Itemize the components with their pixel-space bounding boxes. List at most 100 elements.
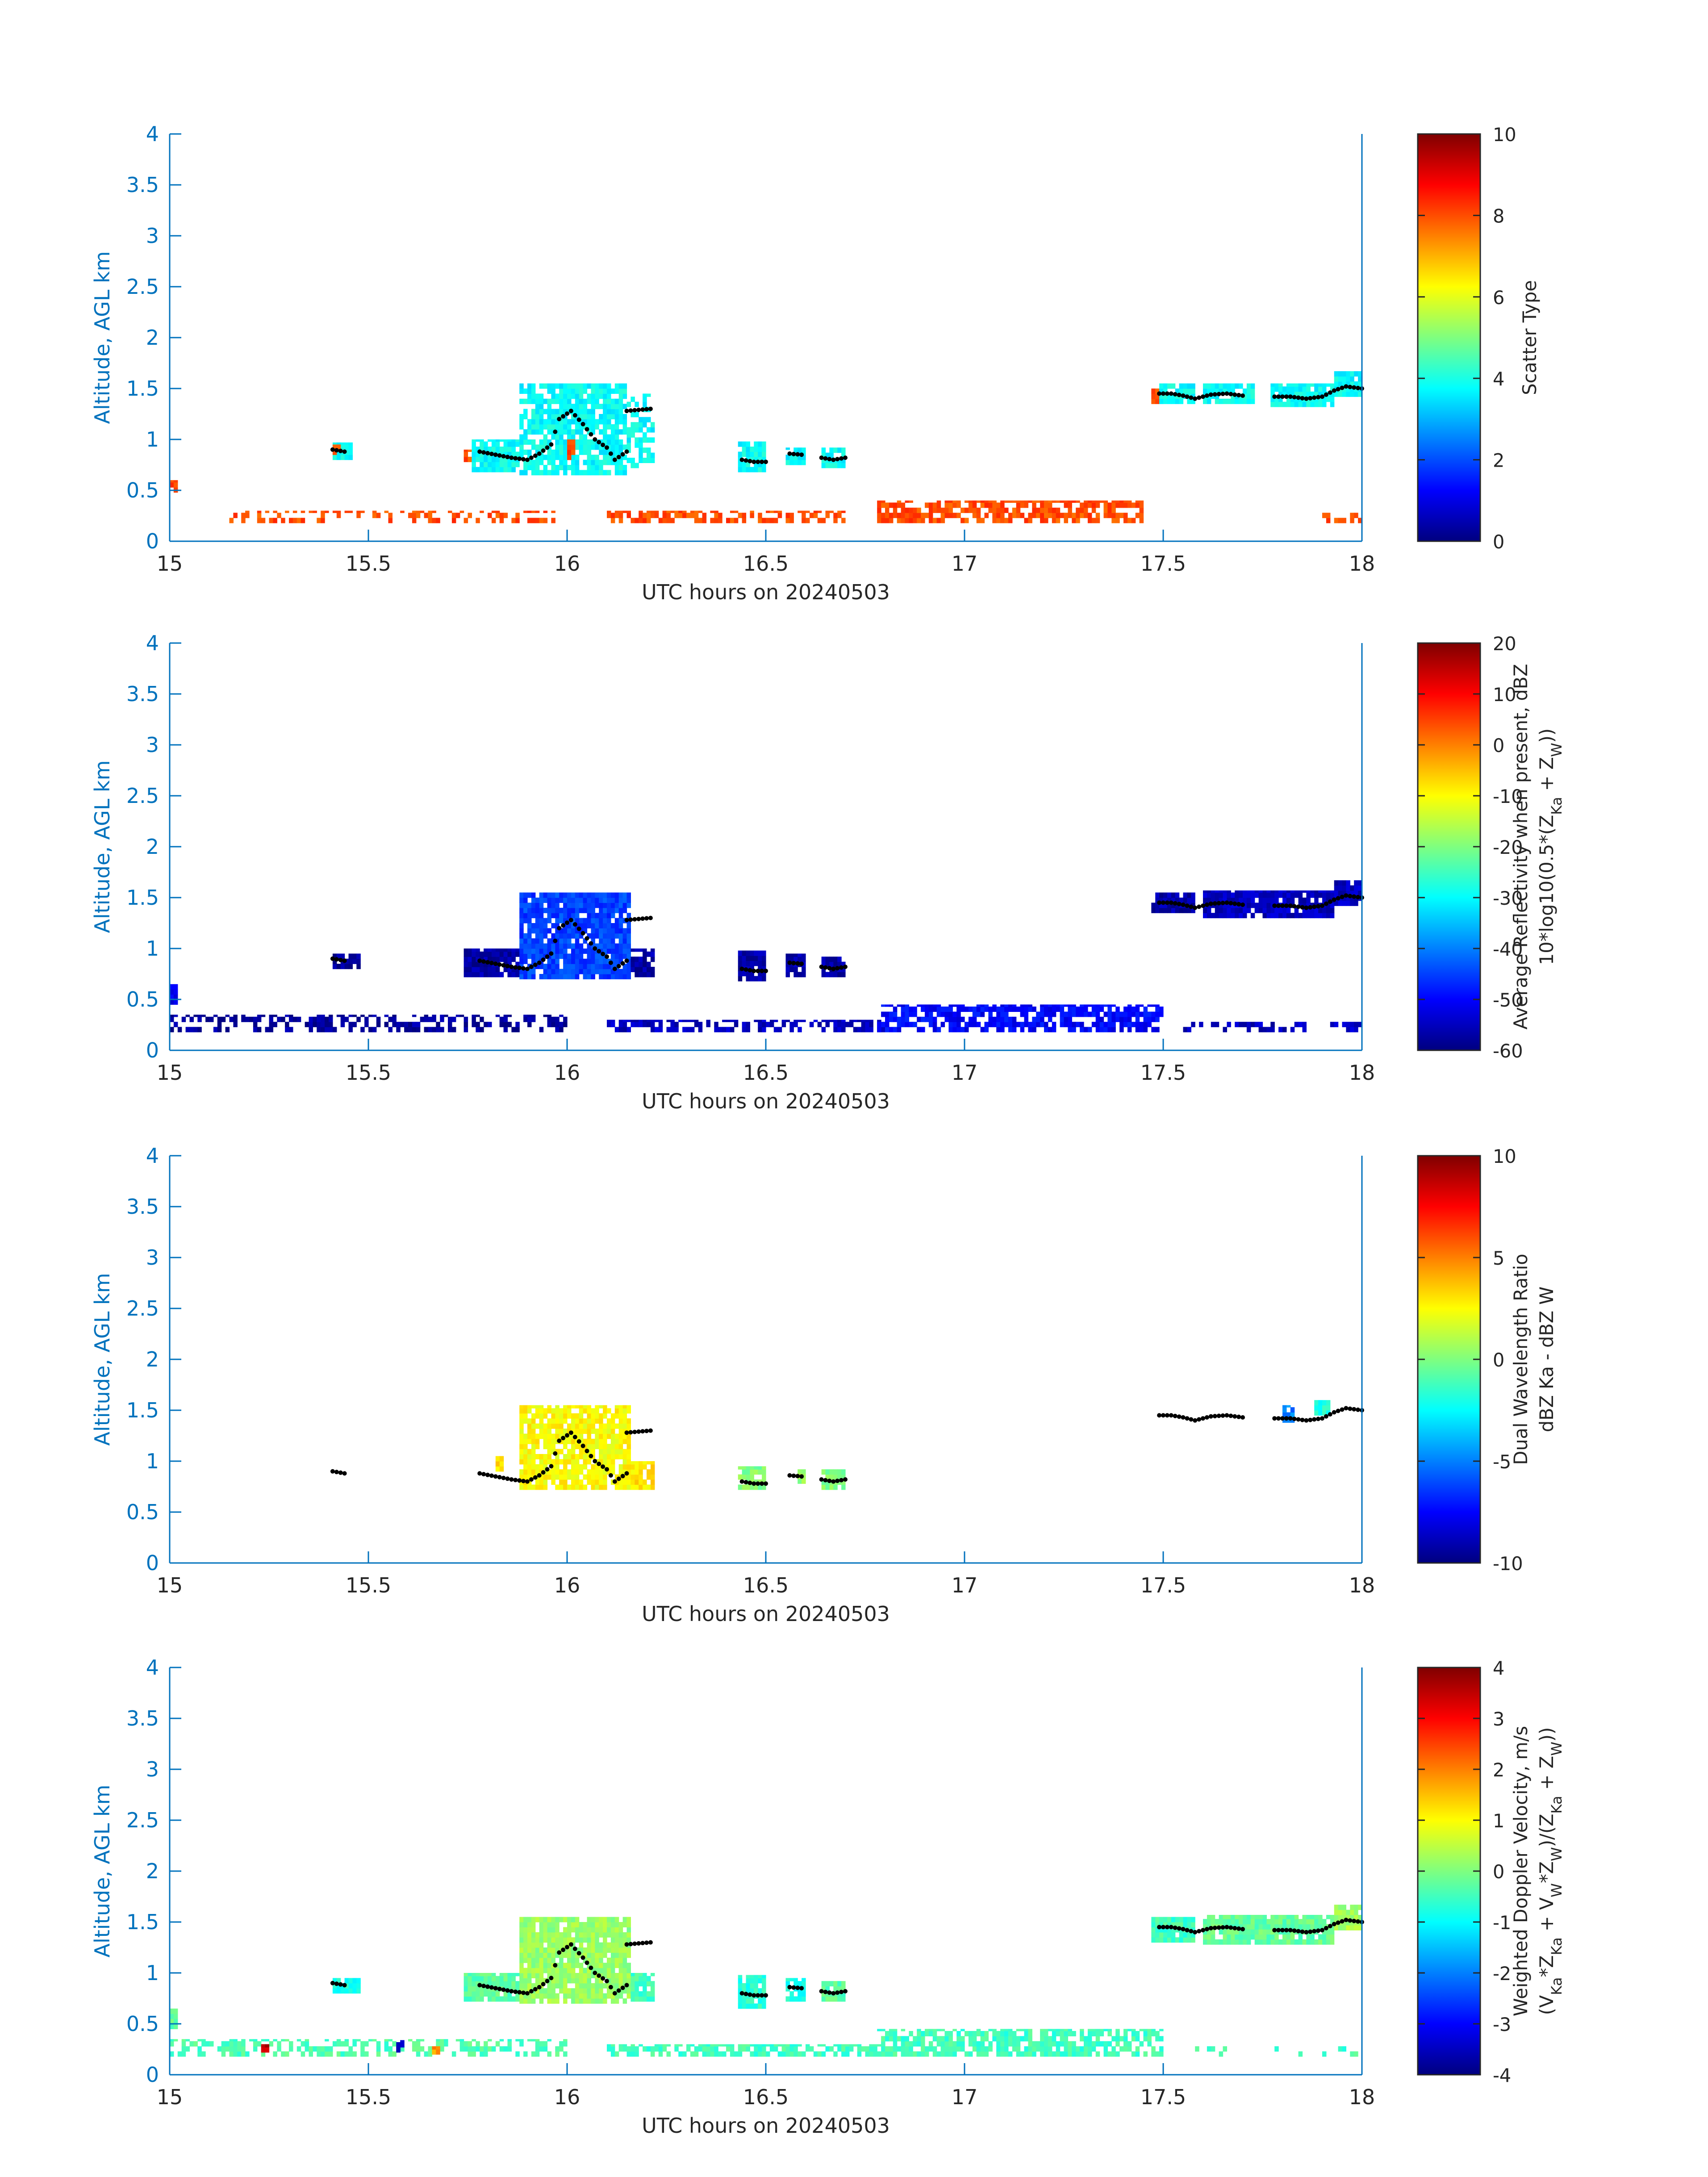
heatmap-cell bbox=[952, 1004, 957, 1007]
trace-point bbox=[756, 969, 760, 974]
heatmap-cell bbox=[622, 470, 627, 476]
heatmap-cell bbox=[861, 1027, 866, 1032]
heatmap-cell bbox=[769, 1020, 774, 1022]
heatmap-cell bbox=[595, 398, 599, 404]
heatmap-cell bbox=[472, 1986, 476, 1992]
heatmap-cell bbox=[730, 518, 735, 523]
trace-point bbox=[589, 1454, 593, 1458]
trace-point bbox=[338, 448, 343, 453]
heatmap-cell bbox=[1131, 1022, 1136, 1028]
heatmap-cell bbox=[1155, 1007, 1160, 1012]
heatmap-cell bbox=[928, 1016, 933, 1022]
heatmap-cell bbox=[515, 1991, 520, 1997]
heatmap-cell bbox=[396, 1022, 401, 1028]
heatmap-cell bbox=[488, 439, 492, 442]
heatmap-cell bbox=[1000, 2031, 1005, 2036]
heatmap-cell bbox=[762, 950, 766, 956]
heatmap-cell bbox=[579, 470, 584, 476]
heatmap-cell bbox=[468, 1981, 472, 1987]
heatmap-cell bbox=[614, 398, 619, 404]
heatmap-cell bbox=[1111, 2051, 1116, 2057]
heatmap-cell bbox=[758, 961, 762, 966]
heatmap-cell bbox=[257, 513, 262, 518]
heatmap-cell bbox=[575, 918, 580, 923]
heatmap-cell bbox=[551, 949, 555, 954]
heatmap-cell bbox=[491, 1996, 496, 2002]
heatmap-cell bbox=[587, 1998, 591, 2004]
trace-point bbox=[799, 1474, 804, 1479]
trace-point bbox=[537, 451, 542, 456]
heatmap-cell bbox=[1354, 513, 1358, 518]
heatmap-cell bbox=[798, 2051, 802, 2057]
heatmap-cell bbox=[773, 510, 778, 513]
heatmap-cell bbox=[261, 1015, 266, 1017]
heatmap-cell bbox=[746, 1027, 750, 1032]
heatmap-cell bbox=[610, 444, 615, 450]
heatmap-cell bbox=[762, 462, 766, 468]
heatmap-cell bbox=[507, 439, 512, 442]
heatmap-cell bbox=[1223, 898, 1227, 903]
heatmap-cell bbox=[1298, 2051, 1303, 2057]
heatmap-cell bbox=[555, 913, 560, 919]
heatmap-cell bbox=[829, 1020, 834, 1022]
heatmap-cell bbox=[1095, 1022, 1100, 1028]
heatmap-cell bbox=[1191, 907, 1195, 913]
heatmap-cell bbox=[1044, 2031, 1048, 2036]
heatmap-cell bbox=[936, 1004, 941, 1007]
heatmap-cell bbox=[762, 518, 766, 523]
heatmap-cell bbox=[626, 903, 631, 908]
trace-point bbox=[1232, 392, 1237, 397]
heatmap-cell bbox=[356, 953, 361, 959]
heatmap-cell bbox=[1032, 2041, 1036, 2047]
heatmap-cell bbox=[392, 1022, 397, 1028]
heatmap-cell bbox=[650, 1469, 655, 1475]
heatmap-cell bbox=[555, 1464, 560, 1470]
heatmap-cell bbox=[587, 460, 591, 465]
heatmap-cell bbox=[901, 1004, 906, 1007]
heatmap-cell bbox=[1087, 1004, 1092, 1007]
heatmap-cell bbox=[539, 1917, 544, 1922]
heatmap-cell bbox=[758, 1469, 762, 1475]
heatmap-cell bbox=[758, 1479, 762, 1485]
trace-point bbox=[764, 460, 768, 464]
heatmap-cell bbox=[539, 424, 544, 430]
heatmap-cell bbox=[662, 513, 667, 518]
heatmap-cell bbox=[1151, 398, 1156, 404]
heatmap-cell bbox=[583, 1993, 588, 1999]
heatmap-cell bbox=[746, 1466, 750, 1470]
heatmap-cell bbox=[936, 2036, 941, 2042]
heatmap-cell bbox=[257, 1015, 262, 1017]
heatmap-cell bbox=[599, 923, 603, 928]
heatmap-cell bbox=[885, 1004, 889, 1007]
heatmap-cell bbox=[543, 1947, 548, 1953]
heatmap-cell bbox=[925, 1004, 929, 1007]
heatmap-cell bbox=[980, 2041, 985, 2047]
heatmap-cell bbox=[622, 1474, 627, 1480]
heatmap-cell bbox=[1095, 1027, 1100, 1032]
heatmap-cell bbox=[543, 1479, 548, 1485]
heatmap-cell bbox=[587, 1479, 591, 1485]
heatmap-cell bbox=[519, 923, 524, 928]
trace-point bbox=[481, 1472, 486, 1477]
heatmap-cell bbox=[928, 518, 933, 523]
heatmap-cell bbox=[559, 1917, 564, 1922]
heatmap-cell bbox=[710, 518, 714, 523]
heatmap-cell bbox=[893, 1027, 898, 1032]
heatmap-cell bbox=[1207, 892, 1211, 898]
heatmap-cell bbox=[571, 1479, 576, 1485]
heatmap-cell bbox=[468, 456, 472, 462]
heatmap-cell bbox=[567, 1469, 572, 1475]
heatmap-cell bbox=[555, 1449, 560, 1454]
heatmap-cell bbox=[635, 463, 639, 468]
heatmap-cell bbox=[762, 971, 766, 977]
heatmap-cell bbox=[555, 419, 560, 425]
heatmap-cell bbox=[527, 449, 532, 455]
heatmap-cell bbox=[952, 502, 957, 508]
heatmap-cell bbox=[340, 1015, 345, 1017]
heatmap-cell bbox=[563, 1942, 568, 1948]
heatmap-cell bbox=[968, 1007, 973, 1012]
heatmap-cell bbox=[1223, 907, 1227, 913]
heatmap-cell bbox=[817, 510, 822, 513]
heatmap-cell bbox=[1346, 880, 1350, 886]
heatmap-cell bbox=[575, 903, 580, 908]
